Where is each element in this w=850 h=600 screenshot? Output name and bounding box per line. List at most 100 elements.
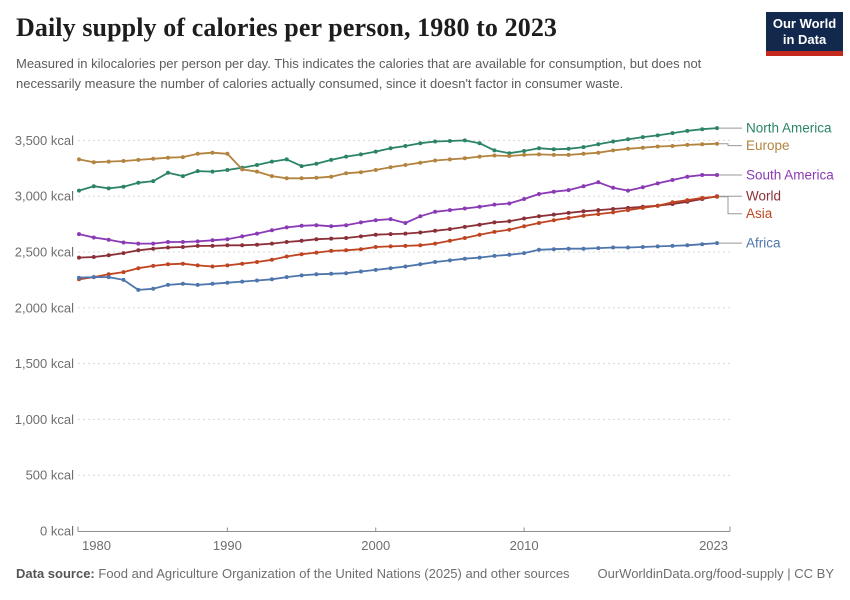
data-point[interactable] [225, 237, 230, 242]
data-point[interactable] [611, 210, 616, 215]
data-point[interactable] [507, 219, 512, 224]
data-point[interactable] [596, 246, 601, 251]
data-point[interactable] [670, 178, 675, 182]
data-point[interactable] [626, 188, 630, 193]
data-point[interactable] [655, 133, 660, 138]
data-point[interactable] [358, 152, 363, 157]
data-point[interactable] [91, 184, 96, 189]
data-point[interactable] [700, 173, 705, 177]
data-point[interactable] [492, 202, 497, 207]
data-point[interactable] [373, 267, 378, 272]
data-point[interactable] [581, 209, 586, 214]
series-line-north-america[interactable] [78, 127, 718, 192]
data-point[interactable] [492, 253, 497, 258]
data-point[interactable] [225, 263, 230, 268]
data-point[interactable] [670, 200, 675, 205]
data-point[interactable] [715, 241, 719, 246]
data-point[interactable] [240, 261, 245, 266]
data-point[interactable] [433, 241, 438, 246]
data-point[interactable] [537, 192, 541, 196]
data-point[interactable] [358, 247, 363, 252]
data-point[interactable] [344, 248, 349, 253]
data-point[interactable] [403, 221, 408, 225]
data-point[interactable] [655, 244, 660, 249]
data-point[interactable] [447, 157, 452, 162]
data-point[interactable] [151, 156, 156, 161]
data-point[interactable] [403, 243, 408, 248]
data-point[interactable] [106, 159, 111, 164]
data-point[interactable] [180, 261, 185, 266]
data-point[interactable] [522, 149, 527, 153]
data-point[interactable] [626, 146, 630, 151]
data-point[interactable] [447, 227, 452, 232]
data-point[interactable] [314, 161, 319, 166]
data-point[interactable] [566, 152, 571, 157]
data-point[interactable] [507, 154, 512, 158]
data-point[interactable] [358, 269, 363, 274]
data-point[interactable] [210, 169, 215, 174]
data-point[interactable] [299, 164, 304, 169]
data-point[interactable] [121, 251, 126, 256]
data-point[interactable] [581, 213, 586, 218]
data-point[interactable] [522, 251, 527, 256]
data-point[interactable] [225, 243, 230, 248]
data-point[interactable] [537, 146, 541, 151]
data-point[interactable] [299, 252, 304, 257]
data-point[interactable] [626, 245, 630, 250]
data-point[interactable] [522, 224, 527, 229]
data-point[interactable] [240, 279, 245, 284]
data-point[interactable] [106, 237, 111, 242]
data-point[interactable] [522, 197, 527, 201]
data-point[interactable] [403, 231, 408, 236]
data-point[interactable] [180, 281, 185, 286]
data-point[interactable] [640, 245, 645, 249]
data-point[interactable] [700, 242, 705, 247]
data-point[interactable] [566, 188, 571, 193]
data-point[interactable] [462, 236, 467, 240]
data-point[interactable] [373, 168, 378, 172]
data-point[interactable] [180, 155, 185, 160]
data-point[interactable] [210, 243, 215, 248]
data-point[interactable] [433, 228, 438, 233]
data-point[interactable] [373, 149, 378, 154]
data-point[interactable] [477, 204, 482, 209]
data-point[interactable] [77, 275, 81, 280]
data-point[interactable] [314, 272, 319, 277]
data-point[interactable] [136, 248, 141, 253]
data-point[interactable] [166, 170, 170, 175]
data-point[interactable] [670, 243, 675, 248]
data-point[interactable] [566, 246, 571, 251]
data-point[interactable] [255, 260, 259, 264]
data-point[interactable] [551, 147, 556, 152]
data-point[interactable] [507, 227, 512, 232]
data-point[interactable] [269, 257, 274, 262]
data-point[interactable] [151, 179, 156, 184]
data-point[interactable] [581, 145, 586, 150]
data-point[interactable] [269, 159, 274, 164]
legend-label-world[interactable]: World [746, 189, 781, 204]
data-point[interactable] [477, 222, 482, 227]
data-point[interactable] [255, 231, 259, 236]
data-point[interactable] [447, 258, 452, 263]
data-point[interactable] [151, 246, 156, 251]
data-point[interactable] [284, 240, 289, 244]
data-point[interactable] [284, 176, 289, 181]
data-point[interactable] [77, 255, 81, 260]
data-point[interactable] [447, 208, 452, 213]
data-point[interactable] [91, 275, 96, 280]
data-point[interactable] [77, 157, 81, 162]
data-point[interactable] [344, 223, 349, 228]
data-point[interactable] [358, 170, 363, 175]
data-point[interactable] [91, 235, 96, 240]
series-line-world[interactable] [78, 195, 718, 259]
data-point[interactable] [166, 155, 170, 160]
legend-label-south-america[interactable]: South America [746, 167, 834, 182]
data-point[interactable] [225, 168, 230, 172]
data-point[interactable] [492, 220, 497, 225]
data-point[interactable] [462, 206, 467, 211]
data-point[interactable] [255, 242, 259, 247]
data-point[interactable] [314, 223, 319, 228]
data-point[interactable] [195, 169, 200, 174]
data-point[interactable] [329, 236, 334, 241]
data-point[interactable] [418, 160, 423, 165]
